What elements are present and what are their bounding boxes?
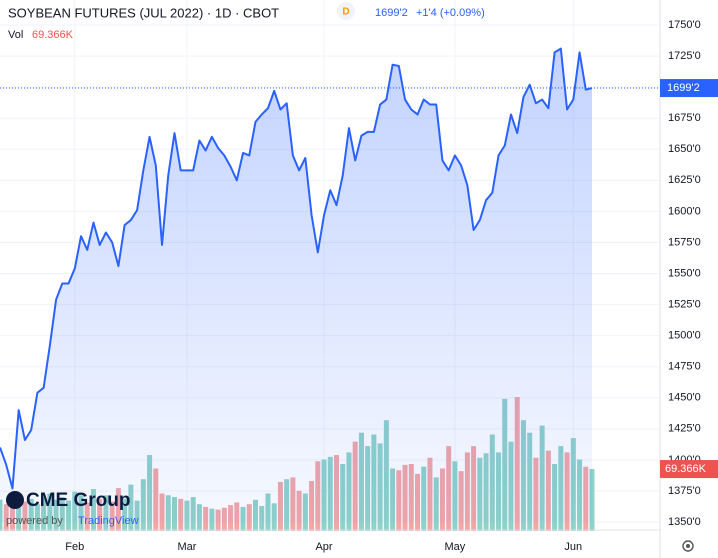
y-tick-label: 1675'0 <box>668 112 701 124</box>
price-line <box>0 47 593 490</box>
y-tick-label: 1475'0 <box>668 361 701 373</box>
chart-title: SOYBEAN FUTURES (JUL 2022) · 1D · CBOT <box>8 5 279 20</box>
badge[interactable]: D <box>342 7 349 18</box>
y-tick-label: 1525'0 <box>668 298 701 310</box>
logo-text: CME Group <box>26 490 131 511</box>
badge-bg[interactable] <box>337 2 355 20</box>
y-tick-label: 1625'0 <box>668 174 701 186</box>
y-tick-label: 1725'0 <box>668 50 701 62</box>
y-tick-label: 1375'0 <box>668 485 701 497</box>
y-tick-label: 1425'0 <box>668 423 701 435</box>
volume-title: Vol <box>8 29 23 41</box>
x-tick-label: Mar <box>177 541 196 553</box>
settings-icon[interactable] <box>682 540 694 552</box>
y-tick-label: 1650'0 <box>668 143 701 155</box>
powered-by: powered by <box>6 515 63 527</box>
last-volume-label: 69.366K <box>665 463 707 475</box>
logo-mark <box>6 491 24 509</box>
x-tick-label: Apr <box>315 541 332 553</box>
y-tick-label: 1450'0 <box>668 392 701 404</box>
y-tick-label: 1575'0 <box>668 236 701 248</box>
last-price-label: 1699'2 <box>667 82 700 94</box>
y-tick-label: 1350'0 <box>668 516 701 528</box>
last-volume-tag <box>660 460 718 479</box>
logo: CME Group powered by TradingView <box>6 490 139 527</box>
x-tick-label: Feb <box>65 541 84 553</box>
header-change: +1'4 (+0.09%) <box>416 7 485 19</box>
volume-header: 69.366K <box>32 29 74 41</box>
y-tick-label: 1550'0 <box>668 267 701 279</box>
brand: TradingView <box>78 515 139 527</box>
y-tick-label: 1600'0 <box>668 205 701 217</box>
x-tick-label: Jun <box>564 541 582 553</box>
y-tick-label: 1750'0 <box>668 19 701 31</box>
plot-area <box>0 0 660 531</box>
y-tick-label: 1500'0 <box>668 330 701 342</box>
area-fill <box>0 48 592 523</box>
header-price: 1699'2 <box>375 7 408 19</box>
x-tick-label: May <box>445 541 466 553</box>
last-price-tag <box>660 79 718 98</box>
